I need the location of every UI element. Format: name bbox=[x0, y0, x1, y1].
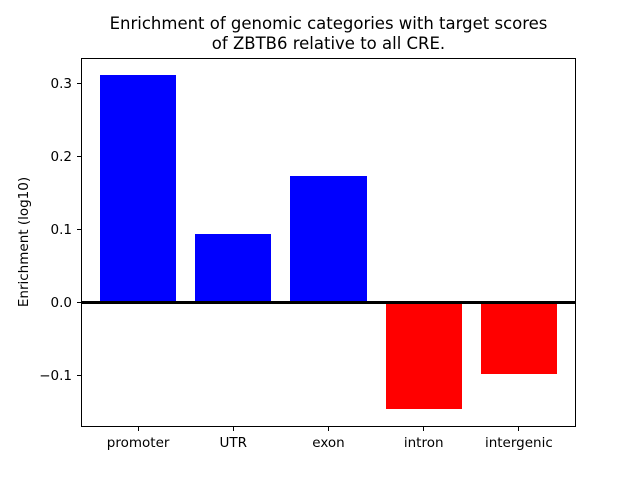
plot-area bbox=[81, 58, 576, 427]
y-tick-−0.1 bbox=[77, 375, 81, 377]
bar-intergenic bbox=[480, 302, 557, 375]
x-tick-intron bbox=[423, 427, 425, 431]
x-tick-UTR bbox=[232, 427, 234, 431]
x-tick-label-promoter: promoter bbox=[106, 435, 170, 451]
bar-UTR bbox=[195, 234, 272, 303]
y-axis-label: Enrichment (log10) bbox=[16, 176, 32, 308]
x-tick-label-exon: exon bbox=[312, 435, 345, 451]
y-tick-0.2 bbox=[77, 156, 81, 158]
y-tick-label-0.0: 0.0 bbox=[50, 294, 72, 311]
y-tick-0.0 bbox=[77, 302, 81, 304]
y-tick-label-−0.1: −0.1 bbox=[39, 367, 72, 384]
y-tick-0.1 bbox=[77, 229, 81, 231]
x-tick-intergenic bbox=[518, 427, 520, 431]
bar-promoter bbox=[100, 74, 177, 303]
bar-intron bbox=[385, 302, 462, 410]
x-tick-promoter bbox=[137, 427, 139, 431]
y-tick-label-0.2: 0.2 bbox=[50, 148, 72, 165]
y-tick-label-0.3: 0.3 bbox=[50, 75, 72, 92]
x-tick-exon bbox=[328, 427, 329, 431]
x-tick-label-UTR: UTR bbox=[219, 435, 248, 451]
bar-exon bbox=[290, 176, 367, 303]
chart-title: Enrichment of genomic categories with ta… bbox=[109, 14, 548, 53]
x-tick-label-intron: intron bbox=[403, 435, 444, 451]
y-tick-0.3 bbox=[77, 83, 81, 85]
x-tick-label-intergenic: intergenic bbox=[484, 435, 553, 451]
y-tick-label-0.1: 0.1 bbox=[50, 221, 72, 238]
zero-line bbox=[81, 301, 576, 305]
